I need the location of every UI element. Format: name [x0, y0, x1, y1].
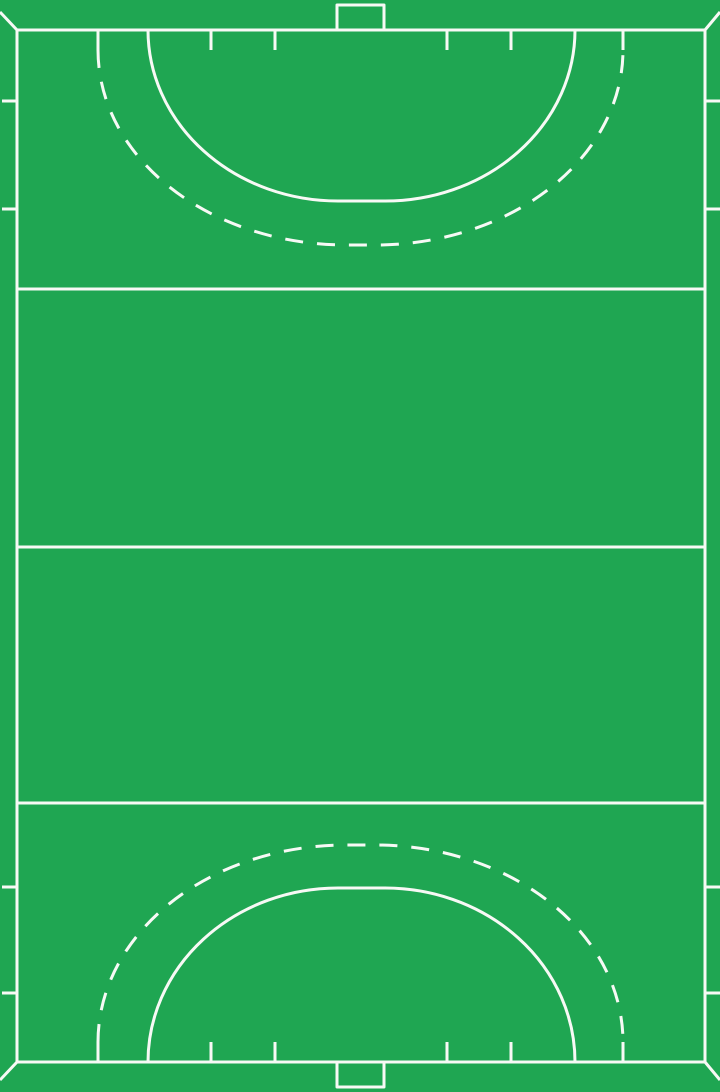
corner-mark-bottom-right [703, 1061, 720, 1081]
corner-mark-top-left [0, 10, 19, 32]
dashed-arc-bottom [96, 843, 625, 1043]
goal-top [335, 3, 386, 32]
corner-mark-bottom-left [0, 1060, 19, 1082]
shooting-circle-top [146, 29, 577, 203]
shooting-circle-bottom [146, 886, 577, 1063]
goal-bottom [335, 1060, 386, 1089]
dashed-arc-top [96, 49, 625, 247]
corner-mark-top-right [703, 11, 720, 31]
